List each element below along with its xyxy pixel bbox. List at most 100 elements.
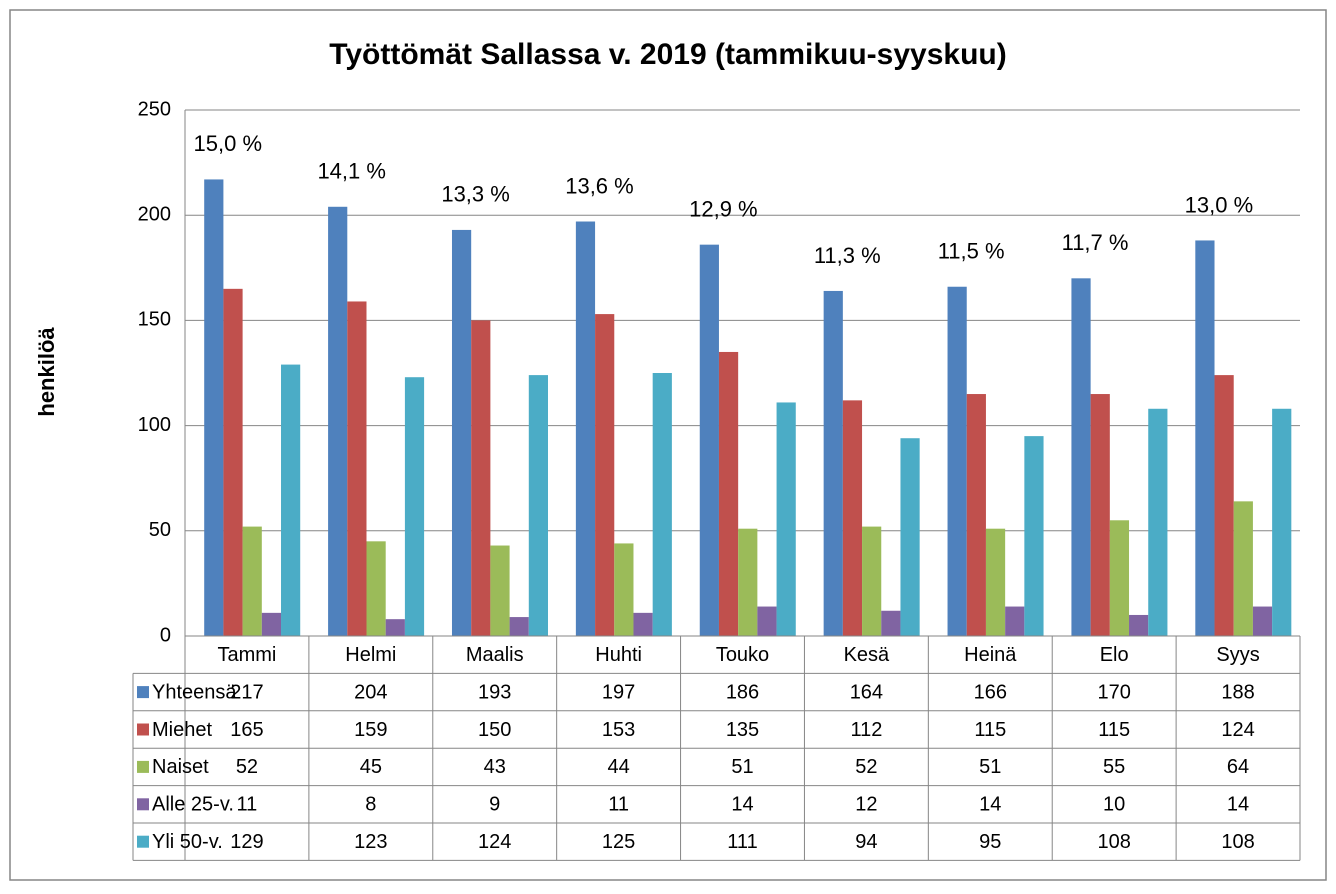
bar [1005, 606, 1025, 636]
rate-label: 15,0 % [194, 131, 263, 156]
y-tick-label: 50 [149, 519, 171, 541]
rate-label: 11,5 % [938, 239, 1005, 264]
bar [509, 617, 529, 636]
table-value: 124 [478, 831, 511, 853]
legend-key [137, 686, 149, 699]
table-value: 129 [230, 831, 263, 853]
rate-label: 12,9 % [689, 196, 758, 221]
table-value: 55 [1103, 756, 1125, 778]
bar [862, 526, 882, 636]
table-value: 9 [489, 794, 500, 816]
table-value: 14 [1227, 794, 1249, 816]
bar [757, 606, 777, 636]
bar [261, 612, 282, 636]
rate-label: 13,6 % [565, 173, 634, 198]
rate-label: 14,1 % [317, 159, 386, 184]
table-value: 52 [855, 756, 877, 778]
table-value: 45 [360, 756, 382, 778]
table-value: 8 [365, 794, 376, 816]
bar [404, 377, 425, 636]
table-value: 51 [979, 756, 1001, 778]
bar [1024, 436, 1044, 636]
rate-label: 11,7 % [1062, 230, 1129, 255]
x-tick-label: Helmi [345, 644, 396, 666]
x-tick-label: Tammi [217, 644, 276, 666]
bar [900, 438, 920, 636]
bar [281, 364, 301, 636]
legend-label: Naiset [152, 756, 209, 778]
bar [328, 206, 348, 636]
bar [471, 320, 491, 636]
table-value: 125 [602, 831, 635, 853]
bar [490, 545, 510, 636]
y-tick-label: 100 [138, 414, 171, 436]
bar [881, 610, 901, 636]
legend-label: Alle 25-v. [152, 794, 234, 816]
table-value: 170 [1097, 681, 1130, 703]
table-value: 94 [855, 831, 877, 853]
legend-key [137, 835, 149, 848]
table-value: 217 [230, 681, 263, 703]
table-value: 64 [1227, 756, 1249, 778]
table-value: 159 [354, 719, 387, 741]
legend-key [137, 798, 149, 811]
bar [223, 288, 243, 636]
bar [776, 402, 796, 636]
bar [947, 286, 967, 636]
legend-key [137, 760, 149, 773]
bar [1272, 408, 1292, 636]
bar [528, 375, 548, 636]
legend-key [137, 723, 149, 736]
bar [718, 351, 739, 636]
y-axis-label: henkilöä [34, 327, 59, 417]
y-tick-label: 250 [138, 98, 171, 120]
x-tick-label: Huhti [595, 644, 642, 666]
chart-title: Työttömät Sallassa v. 2019 (tammikuu-syy… [329, 38, 1006, 71]
table-value: 164 [850, 681, 883, 703]
table-value: 12 [855, 794, 877, 816]
rate-label: 13,3 % [441, 182, 510, 207]
bar [1148, 408, 1168, 636]
table-value: 108 [1097, 831, 1130, 853]
bar [204, 179, 224, 636]
bar [451, 229, 472, 637]
bar [633, 612, 653, 636]
table-value: 197 [602, 681, 635, 703]
bar [985, 528, 1006, 636]
table-value: 14 [979, 794, 1001, 816]
table-value: 44 [607, 756, 629, 778]
table-value: 14 [731, 794, 753, 816]
table-value: 135 [726, 719, 759, 741]
rate-label: 11,3 % [814, 243, 881, 268]
table-value: 150 [478, 719, 511, 741]
table-value: 11 [237, 794, 258, 816]
bar [1252, 606, 1273, 636]
x-tick-label: Touko [716, 644, 769, 666]
y-tick-label: 200 [138, 203, 171, 225]
table-value: 124 [1221, 719, 1254, 741]
table-value: 52 [236, 756, 258, 778]
table-value: 165 [230, 719, 263, 741]
bar [595, 314, 615, 636]
bar [1129, 614, 1149, 636]
bar [823, 290, 843, 636]
table-value: 186 [726, 681, 759, 703]
bar [385, 619, 405, 636]
table-value: 112 [850, 719, 882, 741]
bar [575, 221, 596, 636]
x-tick-label: Elo [1100, 644, 1129, 666]
table-value: 115 [974, 719, 1006, 741]
bar [1233, 501, 1253, 636]
table-value: 188 [1221, 681, 1254, 703]
bar [1195, 240, 1215, 636]
y-tick-label: 150 [138, 309, 171, 331]
table-value: 11 [608, 794, 629, 816]
legend-label: Yhteensä [152, 681, 237, 703]
y-tick-label: 0 [160, 624, 171, 646]
table-value: 10 [1103, 794, 1125, 816]
x-tick-label: Heinä [964, 644, 1017, 666]
table-value: 111 [727, 831, 757, 853]
bar [966, 394, 986, 636]
legend-label: Miehet [152, 719, 212, 741]
